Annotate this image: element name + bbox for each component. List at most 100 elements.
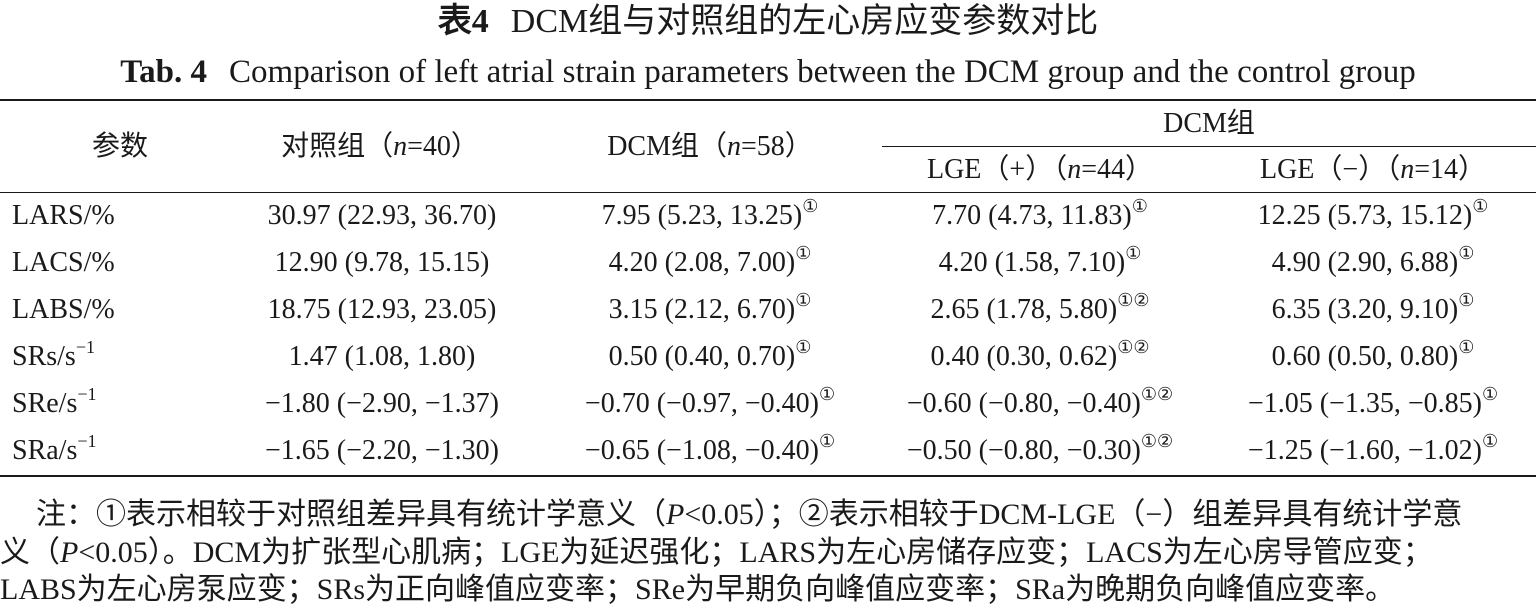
row-label: SRe/s−1	[12, 384, 97, 421]
header-lge-negative: LGE（−）（n=14）	[1259, 154, 1487, 185]
cell-dcm-text: 3.15 (2.12, 6.70)	[608, 294, 796, 325]
cell-lge-positive: −0.60 (−0.80, −0.40)①②	[880, 384, 1200, 421]
cell-dcm: 0.50 (0.40, 0.70)①	[555, 337, 865, 374]
header-control-group: 对照组（n=40）	[281, 131, 479, 162]
cell-lge-positive: 7.70 (4.73, 11.83)①	[880, 196, 1200, 233]
cell-lge-negative: 0.60 (0.50, 0.80)①	[1210, 337, 1536, 374]
table-title-cn: 表4 DCM组与对照组的左心房应变参数对比	[0, 2, 1536, 42]
cell-dcm-significance-mark: ①	[802, 196, 819, 216]
header-dcm-group: DCM组（n=58）	[607, 131, 813, 162]
cell-dcm: 7.95 (5.23, 13.25)①	[555, 196, 865, 233]
cell-lge-positive-significance-mark: ①②	[1117, 337, 1150, 357]
row-label-text: SRs/s	[12, 341, 76, 372]
row-label: LABS/%	[12, 293, 115, 327]
cell-lge-negative: 4.90 (2.90, 6.88)①	[1210, 243, 1536, 280]
cell-lge-positive-significance-mark: ①②	[1140, 384, 1174, 404]
cell-dcm-text: −0.70 (−0.97, −0.40)	[584, 388, 819, 419]
cell-lge-positive-significance-mark: ①②	[1140, 431, 1174, 451]
row-label-text: LACS/%	[12, 247, 115, 278]
table-note-line-1: 注：①表示相较于对照组差异具有统计学意义（P<0.05）；②表示相较于DCM-L…	[36, 498, 1463, 531]
cell-control: 1.47 (1.08, 1.80)	[232, 340, 532, 374]
row-label-text: LABS/%	[12, 294, 115, 325]
cell-dcm-text: 7.95 (5.23, 13.25)	[601, 200, 803, 231]
cell-lge-negative: 6.35 (3.20, 9.10)①	[1210, 290, 1536, 327]
cell-control-text: 30.97 (22.93, 36.70)	[267, 200, 497, 231]
cell-lge-positive-text: 7.70 (4.73, 11.83)	[932, 200, 1132, 231]
cell-control-text: −1.80 (−2.90, −1.37)	[264, 388, 500, 419]
cell-lge-positive-text: 2.65 (1.78, 5.80)	[930, 294, 1118, 325]
row-label-text: LARS/%	[12, 200, 115, 231]
cell-lge-positive-text: 4.20 (1.58, 7.10)	[938, 247, 1126, 278]
cell-control-text: −1.65 (−2.20, −1.30)	[264, 435, 500, 466]
row-label-text: SRe/s	[12, 388, 78, 419]
cell-lge-negative-text: 0.60 (0.50, 0.80)	[1271, 341, 1459, 372]
cell-dcm-significance-mark: ①	[795, 243, 812, 263]
cell-control-text: 18.75 (12.93, 23.05)	[267, 294, 497, 325]
cell-lge-negative-text: −1.25 (−1.60, −1.02)	[1247, 435, 1482, 466]
cell-lge-positive: 0.40 (0.30, 0.62)①②	[880, 337, 1200, 374]
cell-lge-positive-significance-mark: ①	[1125, 243, 1142, 263]
cell-lge-positive-significance-mark: ①②	[1117, 290, 1150, 310]
cell-lge-negative-significance-mark: ①	[1458, 290, 1475, 310]
row-label-unit-exponent: −1	[77, 384, 97, 404]
row-label-unit-exponent: −1	[77, 431, 97, 451]
row-label-text: SRa/s	[12, 435, 78, 466]
cell-lge-negative-significance-mark: ①	[1472, 196, 1489, 216]
table-title-en-text: Comparison of left atrial strain paramet…	[229, 54, 1416, 90]
cell-lge-negative-text: 12.25 (5.73, 15.12)	[1257, 200, 1473, 231]
header-lge-positive: LGE（+）（n=44）	[926, 154, 1154, 185]
cell-dcm-text: −0.65 (−1.08, −0.40)	[584, 435, 819, 466]
cell-lge-positive-text: 0.40 (0.30, 0.62)	[930, 341, 1118, 372]
cell-lge-negative-text: 6.35 (3.20, 9.10)	[1271, 294, 1459, 325]
cell-lge-negative-significance-mark: ①	[1458, 243, 1475, 263]
header-dcm-subgroup-span: DCM组	[1163, 108, 1255, 139]
table-title-en: Tab. 4 Comparison of left atrial strain p…	[0, 52, 1536, 92]
cell-control: −1.80 (−2.90, −1.37)	[232, 387, 532, 421]
cell-dcm-text: 0.50 (0.40, 0.70)	[608, 341, 796, 372]
cell-lge-negative: −1.25 (−1.60, −1.02)①	[1210, 431, 1536, 468]
cell-control: 18.75 (12.93, 23.05)	[232, 293, 532, 327]
cell-dcm-significance-mark: ①	[818, 384, 836, 404]
cell-lge-negative-significance-mark: ①	[1481, 431, 1499, 451]
cell-control-text: 12.90 (9.78, 15.15)	[274, 247, 490, 278]
cell-lge-negative: −1.05 (−1.35, −0.85)①	[1210, 384, 1536, 421]
cell-lge-negative-text: −1.05 (−1.35, −0.85)	[1247, 388, 1482, 419]
cell-dcm-significance-mark: ①	[795, 337, 812, 357]
cell-dcm-text: 4.20 (2.08, 7.00)	[608, 247, 796, 278]
table-note-line-2: 义（P<0.05）。DCM为扩张型心肌病；LGE为延迟强化；LARS为左心房储存…	[0, 536, 1433, 569]
cell-control: −1.65 (−2.20, −1.30)	[232, 434, 532, 468]
table-bottom-rule	[0, 475, 1536, 477]
row-label: SRs/s−1	[12, 337, 95, 374]
cell-dcm-significance-mark: ①	[818, 431, 836, 451]
table-number-cn: 表4	[437, 3, 489, 40]
cell-control: 12.90 (9.78, 15.15)	[232, 246, 532, 280]
cell-lge-positive: 4.20 (1.58, 7.10)①	[880, 243, 1200, 280]
table-header-rule	[0, 192, 1536, 193]
dcm-group-subrule	[882, 146, 1536, 147]
cell-dcm-significance-mark: ①	[795, 290, 812, 310]
cell-dcm: 3.15 (2.12, 6.70)①	[555, 290, 865, 327]
table-number-en: Tab. 4	[120, 54, 208, 90]
table-title-cn-text: DCM组与对照组的左心房应变参数对比	[510, 3, 1099, 40]
row-label: LACS/%	[12, 246, 115, 280]
cell-control: 30.97 (22.93, 36.70)	[232, 199, 532, 233]
cell-lge-negative-text: 4.90 (2.90, 6.88)	[1271, 247, 1459, 278]
cell-lge-negative: 12.25 (5.73, 15.12)①	[1210, 196, 1536, 233]
table-top-rule	[0, 99, 1536, 101]
header-parameter: 参数	[91, 131, 148, 162]
cell-dcm: 4.20 (2.08, 7.00)①	[555, 243, 865, 280]
row-label: SRa/s−1	[12, 431, 97, 468]
cell-lge-negative-significance-mark: ①	[1458, 337, 1475, 357]
row-label: LARS/%	[12, 199, 115, 233]
cell-lge-positive: −0.50 (−0.80, −0.30)①②	[880, 431, 1200, 468]
cell-lge-positive-significance-mark: ①	[1131, 196, 1148, 216]
cell-dcm: −0.65 (−1.08, −0.40)①	[555, 431, 865, 468]
cell-lge-positive-text: −0.50 (−0.80, −0.30)	[906, 435, 1141, 466]
cell-dcm: −0.70 (−0.97, −0.40)①	[555, 384, 865, 421]
cell-lge-negative-significance-mark: ①	[1481, 384, 1499, 404]
row-label-unit-exponent: −1	[75, 337, 95, 357]
table-note-line-3: LABS为左心房泵应变；SRs为正向峰值应变率；SRe为早期负向峰值应变率；SR…	[0, 573, 1396, 606]
cell-lge-positive-text: −0.60 (−0.80, −0.40)	[906, 388, 1141, 419]
cell-control-text: 1.47 (1.08, 1.80)	[288, 341, 476, 372]
cell-lge-positive: 2.65 (1.78, 5.80)①②	[880, 290, 1200, 327]
